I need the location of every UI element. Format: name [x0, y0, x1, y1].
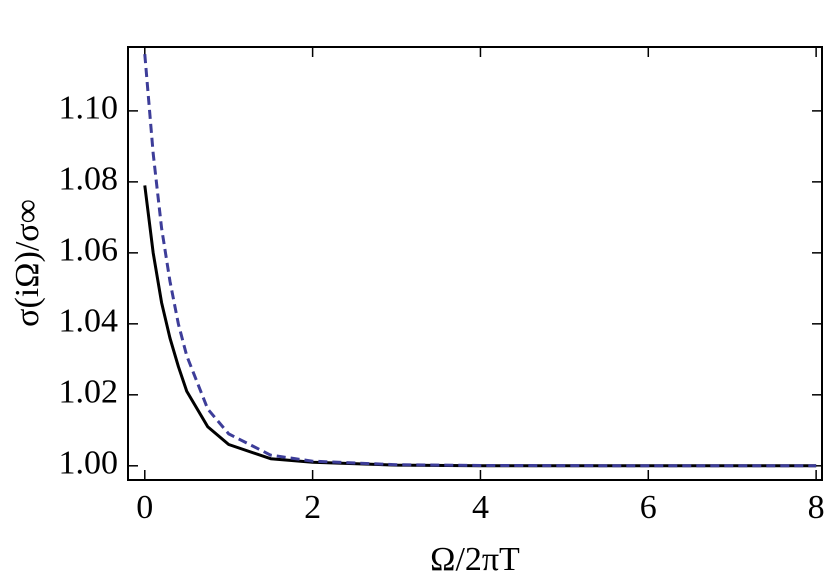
plot-frame [127, 46, 823, 481]
y-tick-label: 1.06 [59, 232, 119, 269]
y-tick-label: 1.10 [59, 90, 119, 127]
y-axis-label: σ(iΩ)/σ∞ [9, 199, 46, 327]
y-tick-label: 1.02 [59, 374, 119, 411]
line-series [143, 53, 817, 468]
y-tick-label: 1.04 [59, 303, 119, 340]
y-tick-label: 1.00 [59, 445, 119, 482]
x-tick-label: 0 [136, 489, 153, 526]
x-tick-label: 4 [472, 489, 489, 526]
line-series [143, 185, 817, 468]
x-tick-label: 2 [304, 489, 321, 526]
x-axis-label: Ω/2πT [430, 541, 520, 578]
y-tick-label: 1.08 [59, 161, 119, 198]
x-tick-label: 6 [640, 489, 657, 526]
x-tick-label: 8 [808, 489, 825, 526]
